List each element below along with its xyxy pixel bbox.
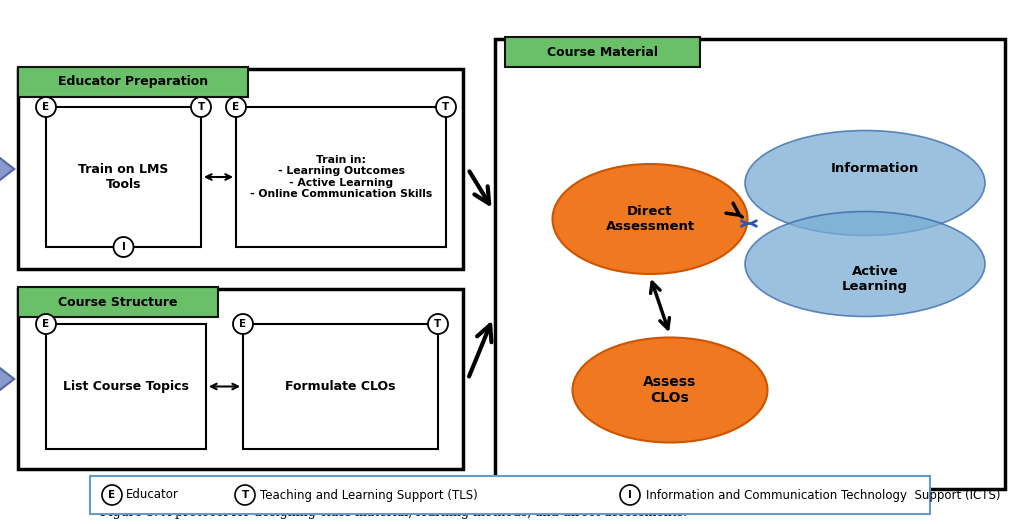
FancyBboxPatch shape <box>18 69 463 269</box>
Text: T: T <box>198 102 205 112</box>
Circle shape <box>191 97 211 117</box>
FancyBboxPatch shape <box>18 67 248 97</box>
Text: T: T <box>434 319 441 329</box>
Text: Active
Learning: Active Learning <box>842 265 908 293</box>
Text: Information: Information <box>830 161 920 174</box>
FancyBboxPatch shape <box>46 324 206 449</box>
Text: Train on LMS
Tools: Train on LMS Tools <box>78 163 169 191</box>
FancyBboxPatch shape <box>46 107 201 247</box>
Circle shape <box>436 97 456 117</box>
Text: Information and Communication Technology  Support (ICTS): Information and Communication Technology… <box>646 488 1000 501</box>
Text: E: E <box>240 319 247 329</box>
Circle shape <box>233 314 253 334</box>
Polygon shape <box>0 155 14 183</box>
Circle shape <box>36 314 56 334</box>
Circle shape <box>114 237 133 257</box>
FancyBboxPatch shape <box>495 39 1005 489</box>
Text: Course Structure: Course Structure <box>58 296 178 309</box>
Text: T: T <box>242 490 249 500</box>
Text: T: T <box>442 102 450 112</box>
Text: Formulate CLOs: Formulate CLOs <box>286 380 395 393</box>
Text: Figure 3. A protocol for designing class material, learning methods, and direct : Figure 3. A protocol for designing class… <box>100 506 687 519</box>
FancyBboxPatch shape <box>236 107 446 247</box>
Circle shape <box>226 97 246 117</box>
Text: Teaching and Learning Support (TLS): Teaching and Learning Support (TLS) <box>260 488 478 501</box>
Text: I: I <box>122 242 125 252</box>
Ellipse shape <box>745 212 985 316</box>
FancyBboxPatch shape <box>90 476 930 514</box>
Text: E: E <box>42 102 49 112</box>
Text: Direct
Assessment: Direct Assessment <box>605 205 694 233</box>
Text: E: E <box>232 102 240 112</box>
Ellipse shape <box>572 337 768 442</box>
Circle shape <box>428 314 449 334</box>
Circle shape <box>620 485 640 505</box>
Circle shape <box>102 485 122 505</box>
Circle shape <box>234 485 255 505</box>
Text: E: E <box>42 319 49 329</box>
FancyBboxPatch shape <box>243 324 438 449</box>
Text: Course Material: Course Material <box>547 46 658 59</box>
FancyBboxPatch shape <box>18 289 463 469</box>
Text: Train in:
- Learning Outcomes
- Active Learning
- Online Communication Skills: Train in: - Learning Outcomes - Active L… <box>250 155 432 200</box>
Text: Assess
CLOs: Assess CLOs <box>643 375 696 405</box>
Circle shape <box>36 97 56 117</box>
Text: Educator: Educator <box>126 488 179 501</box>
Ellipse shape <box>553 164 748 274</box>
Text: Educator Preparation: Educator Preparation <box>58 75 208 89</box>
Text: E: E <box>109 490 116 500</box>
Ellipse shape <box>745 130 985 235</box>
Text: I: I <box>628 490 632 500</box>
FancyBboxPatch shape <box>18 287 218 317</box>
Polygon shape <box>0 365 14 393</box>
FancyBboxPatch shape <box>505 37 700 67</box>
Text: List Course Topics: List Course Topics <box>63 380 189 393</box>
